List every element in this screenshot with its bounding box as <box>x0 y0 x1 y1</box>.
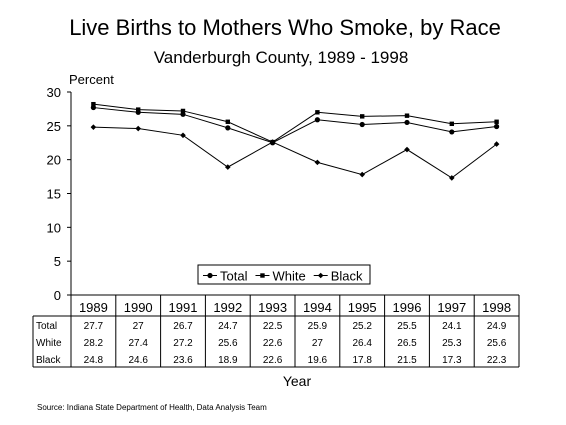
data-point-white <box>360 114 365 119</box>
data-point-black <box>359 171 365 178</box>
x-tick-label: 1989 <box>79 300 108 315</box>
x-tick-label: 1998 <box>482 300 511 315</box>
data-label: 28.2 <box>84 338 104 349</box>
y-tick-label: 10 <box>47 220 61 235</box>
data-label: 26.7 <box>173 321 193 332</box>
data-point-white <box>315 110 320 115</box>
data-label: 24.6 <box>128 355 148 366</box>
data-point-white <box>180 108 186 114</box>
chart-subtitle: Vanderburgh County, 1989 - 1998 <box>154 48 409 67</box>
data-point-black <box>135 125 141 132</box>
table-row-label: White <box>36 338 62 349</box>
data-point-black <box>269 139 276 145</box>
source-note: Source: Indiana State Department of Heal… <box>37 403 267 412</box>
x-tick-label: 1997 <box>437 300 466 315</box>
data-table: 1989 1990 1991 1992 1993 1994 1995 1996 1997 1998… <box>32 295 520 368</box>
table-row-label: Total <box>36 321 57 332</box>
data-label: 25.2 <box>352 321 372 332</box>
data-point-black <box>493 141 500 147</box>
x-tick-label: 1991 <box>169 300 198 315</box>
data-label: 27.7 <box>84 321 104 332</box>
x-tick-label: 1994 <box>303 300 332 315</box>
data-label: 21.5 <box>397 355 417 366</box>
data-label: 25.3 <box>442 338 462 349</box>
data-label: 24.9 <box>487 321 507 332</box>
data-label: 24.8 <box>84 355 104 366</box>
data-label: 25.5 <box>397 321 417 332</box>
table-row-label: Black <box>36 355 61 366</box>
legend-marker-white <box>260 273 265 278</box>
data-point-black <box>404 146 410 153</box>
data-point-black <box>449 175 455 181</box>
x-tick-label: 1990 <box>124 300 153 315</box>
data-label: 22.6 <box>263 355 283 366</box>
y-tick-label: 15 <box>47 187 61 202</box>
data-label: 27.2 <box>173 338 193 349</box>
data-label: 27 <box>133 321 145 332</box>
legend: Total White Black <box>197 264 371 285</box>
data-point-white <box>494 119 499 124</box>
data-point-white <box>225 119 230 124</box>
legend-label-black: Black <box>331 269 363 284</box>
legend-label-white: White <box>272 269 305 284</box>
data-label: 22.6 <box>263 338 283 349</box>
series-line-white <box>93 103 497 143</box>
data-label: 18.9 <box>218 355 238 366</box>
data-label: 26.4 <box>352 338 372 349</box>
y-tick-label: 25 <box>47 119 61 134</box>
data-point-black <box>90 124 97 130</box>
y-tick-label: 0 <box>54 288 61 303</box>
y-axis-label: Percent <box>69 72 114 87</box>
data-point-total <box>404 119 410 126</box>
data-point-white <box>136 107 141 112</box>
legend-marker-black <box>317 272 324 279</box>
data-point-white <box>449 121 454 127</box>
chart-title: Live Births to Mothers Who Smoke, by Rac… <box>69 15 501 40</box>
data-label: 25.9 <box>308 321 328 332</box>
x-tick-label: 1992 <box>213 300 242 315</box>
x-tick-label: 1993 <box>258 300 287 315</box>
data-label: 23.6 <box>173 355 193 366</box>
data-point-total <box>314 117 320 123</box>
data-point-black <box>180 132 186 139</box>
x-axis-label: Year <box>283 373 312 389</box>
data-label: 25.6 <box>487 338 507 349</box>
x-tick-label: 1995 <box>348 300 377 315</box>
data-point-total <box>494 123 500 130</box>
data-label: 22.5 <box>263 321 283 332</box>
plot-area: 0 5 10 15 20 25 30 <box>47 85 519 303</box>
series-line-black <box>93 126 497 179</box>
data-point-white <box>91 101 96 107</box>
data-label: 19.6 <box>308 355 328 366</box>
data-label: 26.5 <box>397 338 417 349</box>
x-tick-label: 1996 <box>393 300 422 315</box>
y-tick-label: 5 <box>54 254 61 269</box>
data-label: 24.1 <box>442 321 462 332</box>
data-point-total <box>449 129 455 135</box>
data-label: 27.4 <box>128 338 148 349</box>
data-label: 17.8 <box>352 355 372 366</box>
y-tick-label: 30 <box>47 85 61 100</box>
y-tick-label: 20 <box>47 153 61 168</box>
legend-box <box>197 264 371 285</box>
legend-marker-total <box>207 272 213 279</box>
data-point-total <box>359 121 365 128</box>
data-point-black <box>314 159 321 166</box>
data-label: 24.7 <box>218 321 238 332</box>
series-line-total <box>93 107 497 144</box>
data-label: 22.3 <box>487 355 507 366</box>
data-label: 25.6 <box>218 338 238 349</box>
legend-label-total: Total <box>220 269 248 284</box>
data-point-white <box>404 113 410 118</box>
data-label: 27 <box>312 338 324 349</box>
data-point-black <box>225 164 231 170</box>
data-point-total <box>225 125 231 131</box>
data-label: 17.3 <box>442 355 462 366</box>
